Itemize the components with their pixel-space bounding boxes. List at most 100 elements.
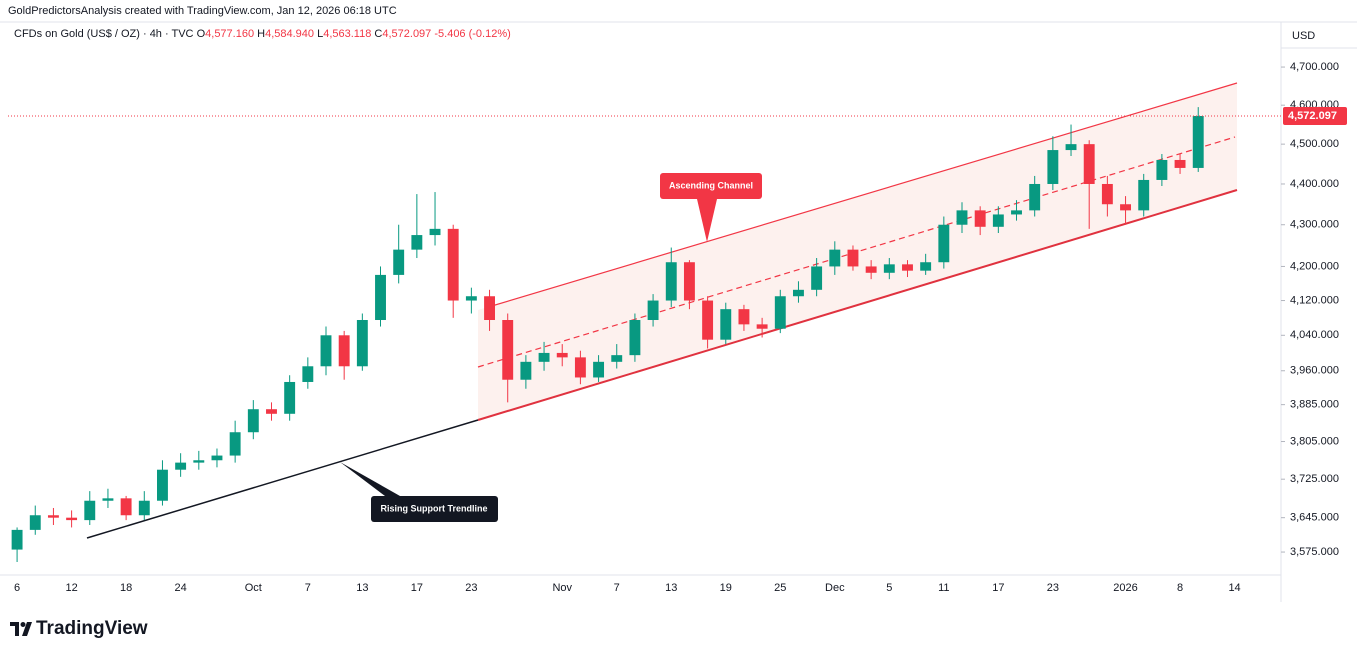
candle-body <box>738 309 750 325</box>
x-tick-label: 23 <box>465 582 477 594</box>
candle-body <box>647 300 659 321</box>
candle-body <box>574 357 586 378</box>
y-tick-label: 4,120.000 <box>1290 294 1339 306</box>
currency: USD <box>1292 30 1315 42</box>
ohlc-key: C <box>374 28 383 40</box>
candle-body <box>1065 144 1077 151</box>
candle-body <box>138 500 150 516</box>
candle-body <box>284 381 296 414</box>
candle-body <box>320 335 332 367</box>
last-price-tag <box>1283 106 1347 125</box>
candle-body <box>193 460 205 463</box>
candle-body <box>1047 150 1059 184</box>
candle-body <box>429 228 441 236</box>
candle-body <box>229 432 241 456</box>
ohlc-text: 4,572.097 <box>382 28 432 40</box>
callout-box <box>660 173 762 199</box>
x-tick-label: 25 <box>774 582 786 594</box>
brand-name: TradingView <box>36 618 148 639</box>
support-trendline <box>86 419 479 539</box>
candle-body <box>1083 144 1095 184</box>
x-tick-label: 8 <box>1177 582 1183 594</box>
y-tick-label: 3,645.000 <box>1290 512 1339 524</box>
candle-body <box>465 296 477 301</box>
channel-lower <box>477 189 1238 421</box>
candle-body <box>120 498 132 516</box>
y-tick-label: 3,575.000 <box>1290 546 1339 558</box>
candle-body <box>1120 204 1131 211</box>
candle-body <box>902 264 913 271</box>
candle-body <box>956 210 968 225</box>
ohlc-key: O <box>196 28 206 40</box>
candle-body <box>266 409 277 414</box>
candle-body <box>774 296 786 329</box>
y-tick-label: 4,200.000 <box>1290 260 1339 272</box>
x-tick-label: 13 <box>356 582 368 594</box>
candle-body <box>629 320 641 356</box>
candle-body <box>484 296 495 321</box>
candle-body <box>502 320 514 380</box>
x-tick-label: 23 <box>1047 582 1059 594</box>
x-tick-label: 6 <box>14 582 20 594</box>
y-tick-label: 4,400.000 <box>1290 178 1339 190</box>
callout-box <box>371 496 498 522</box>
candle-body <box>920 262 932 271</box>
brand: TradingView <box>10 618 148 640</box>
candle-body <box>702 300 714 340</box>
candle-body <box>356 320 368 367</box>
x-tick-label: 17 <box>411 582 423 594</box>
candle-body <box>811 266 823 290</box>
candle-body <box>683 262 695 301</box>
candle-body <box>375 274 386 321</box>
candle-body <box>1029 183 1041 211</box>
y-tick-label: 4,500.000 <box>1290 138 1339 150</box>
x-tick-label: Oct <box>245 582 262 594</box>
candle-body <box>793 289 804 297</box>
y-tick-label: 3,885.000 <box>1290 399 1339 411</box>
ohlc: O4,577.160 H4,584.940 L4,563.118 C4,572.… <box>197 28 435 40</box>
ohlc-key: H <box>257 28 266 40</box>
candle-body <box>447 228 459 301</box>
ohlc-key: L <box>317 28 324 40</box>
candle-body <box>393 249 405 275</box>
x-tick-label: Dec <box>825 582 845 594</box>
trendline-label: Rising Support Trendline <box>380 503 487 513</box>
x-tick-label: 19 <box>720 582 732 594</box>
candle-body <box>756 324 768 329</box>
symbol-legend: CFDs on Gold (US$ / OZ) · 4h · TVC O4,57… <box>14 28 511 40</box>
x-tick-label: 2026 <box>1113 582 1137 594</box>
candle-body <box>992 214 1004 227</box>
x-tick-label: 14 <box>1228 582 1240 594</box>
x-tick-label: 5 <box>886 582 892 594</box>
candle-body <box>302 366 314 382</box>
credit: GoldPredictorsAnalysis created with Trad… <box>8 5 397 17</box>
ohlc-text: 4,563.118 <box>323 28 372 40</box>
brand-logo <box>10 622 32 636</box>
candle-body <box>665 262 677 301</box>
candle-body <box>1192 116 1204 168</box>
candle-body <box>829 249 841 267</box>
callout-pointer <box>340 462 400 496</box>
candle-body <box>1138 179 1150 211</box>
candle-body <box>211 455 223 461</box>
y-tick-label: 3,960.000 <box>1290 365 1339 377</box>
y-tick-label: 4,040.000 <box>1290 329 1339 341</box>
candle-body <box>1174 159 1186 168</box>
y-tick-label: 4,700.000 <box>1290 61 1339 73</box>
candle-body <box>157 469 168 501</box>
x-tick-label: 7 <box>305 582 311 594</box>
candle-body <box>865 266 877 273</box>
last-price-label: 4,572.097 <box>1288 110 1337 122</box>
candle-body <box>338 335 350 367</box>
candle-body <box>29 515 41 530</box>
candle-body <box>1156 159 1168 180</box>
channel-upper <box>484 82 1238 309</box>
ohlc-text: 4,584.940 <box>265 28 315 40</box>
candle-body <box>938 224 950 263</box>
y-tick-label: 4,300.000 <box>1290 219 1339 231</box>
x-tick-label: 13 <box>665 582 677 594</box>
ohlc-text: 4,577.160 <box>205 28 255 40</box>
x-tick-label: 17 <box>992 582 1004 594</box>
candle-body <box>84 500 96 521</box>
